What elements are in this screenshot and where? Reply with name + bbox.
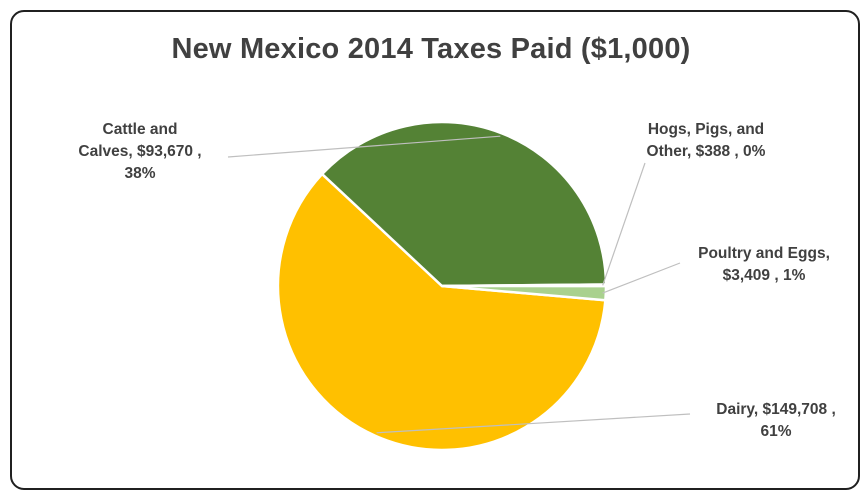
data-label-cattle-and-calves: Cattle and Calves, $93,670 , 38%: [78, 121, 201, 182]
leader-line-hogs-pigs-and-other: [602, 162, 646, 286]
data-label-dairy: Dairy, $149,708 , 61%: [716, 401, 836, 440]
leader-line-dairy: [376, 413, 691, 434]
pie-slice-dairy: [276, 172, 607, 452]
leader-line-poultry-and-eggs: [602, 262, 681, 294]
chart-title: New Mexico 2014 Taxes Paid ($1,000): [171, 33, 691, 65]
data-label-hogs-pigs-and-other: Hogs, Pigs, and Other, $388 , 0%: [647, 121, 766, 160]
pie-slice-cattle-and-calves: [320, 120, 608, 288]
data-label-poultry-and-eggs: Poultry and Eggs, $3,409 , 1%: [698, 245, 830, 284]
leader-line-cattle-and-calves: [227, 135, 501, 158]
pie-slice-poultry-and-eggs: [441, 284, 608, 302]
